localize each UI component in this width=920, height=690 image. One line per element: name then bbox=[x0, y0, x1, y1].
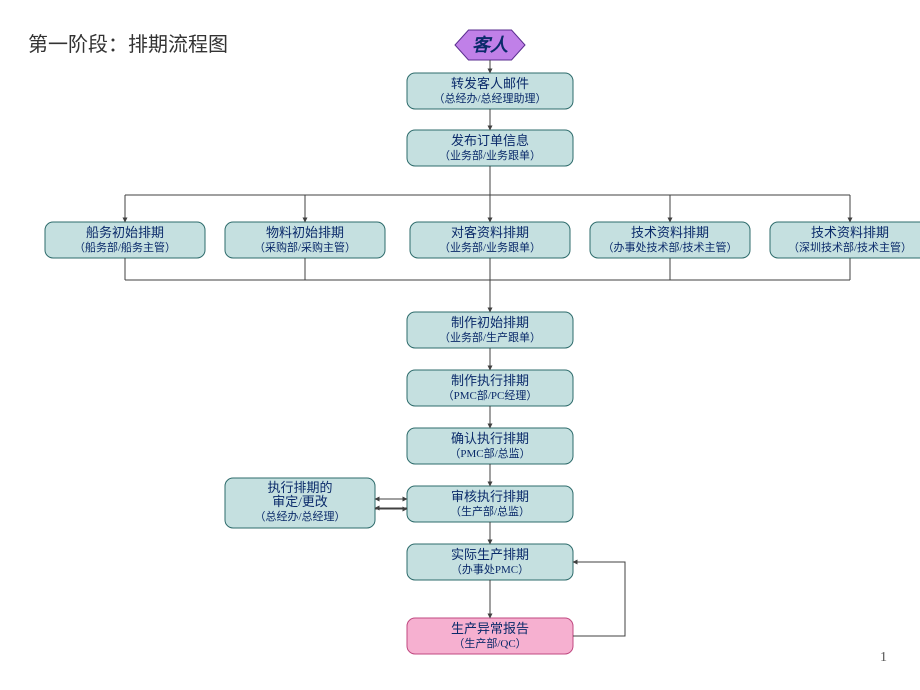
node-start: 客人 bbox=[455, 30, 525, 60]
node-n3: 制作初始排期（业务部/生产跟单） bbox=[407, 312, 573, 348]
node-n8-sub: （生产部/QC） bbox=[453, 636, 526, 650]
node-n1: 转发客人邮件（总经办/总经理助理） bbox=[407, 73, 573, 109]
node-n4-sub: （PMC部/PC经理） bbox=[443, 388, 538, 402]
node-r1: 船务初始排期（船务部/船务主管） bbox=[45, 222, 205, 258]
node-n6-title: 审核执行排期 bbox=[451, 489, 529, 504]
node-n7-sub: （办事处PMC） bbox=[451, 563, 529, 576]
node-r2: 物料初始排期（采购部/采购主管） bbox=[225, 222, 385, 258]
node-side-title: 执行排期的 bbox=[267, 480, 332, 495]
node-r4-sub: （办事处技术部/技术主管） bbox=[602, 240, 737, 254]
node-n8: 生产异常报告（生产部/QC） bbox=[407, 618, 573, 654]
node-r2-title: 物料初始排期 bbox=[266, 225, 344, 240]
node-r1-title: 船务初始排期 bbox=[86, 225, 164, 240]
node-r2-sub: （采购部/采购主管） bbox=[254, 240, 356, 254]
node-n2-title: 发布订单信息 bbox=[451, 133, 529, 148]
edge bbox=[573, 562, 625, 636]
node-n1-title: 转发客人邮件 bbox=[451, 76, 529, 91]
node-n3-sub: （业务部/生产跟单） bbox=[439, 330, 541, 344]
node-n5-sub: （PMC部/总监） bbox=[449, 446, 530, 460]
node-r3-title: 对客资料排期 bbox=[451, 225, 529, 240]
node-n2-sub: （业务部/业务跟单） bbox=[439, 148, 541, 162]
node-side-sub: （总经办/总经理） bbox=[254, 509, 345, 523]
node-n8-title: 生产异常报告 bbox=[451, 621, 529, 636]
node-side-title2: 审定/更改 bbox=[272, 494, 328, 509]
node-n6: 审核执行排期（生产部/总监） bbox=[407, 486, 573, 522]
node-n2: 发布订单信息（业务部/业务跟单） bbox=[407, 130, 573, 166]
flowchart-canvas: 客人转发客人邮件（总经办/总经理助理）发布订单信息（业务部/业务跟单）船务初始排… bbox=[0, 0, 920, 690]
node-r5: 技术资料排期（深圳技术部/技术主管） bbox=[770, 222, 920, 258]
node-n4: 制作执行排期（PMC部/PC经理） bbox=[407, 370, 573, 406]
node-n3-title: 制作初始排期 bbox=[451, 315, 529, 330]
node-n7-title: 实际生产排期 bbox=[451, 547, 529, 562]
node-r4: 技术资料排期（办事处技术部/技术主管） bbox=[590, 222, 750, 258]
node-n7: 实际生产排期（办事处PMC） bbox=[407, 544, 573, 580]
node-r3-sub: （业务部/业务跟单） bbox=[439, 240, 541, 254]
node-r1-sub: （船务部/船务主管） bbox=[74, 240, 176, 254]
node-start-title: 客人 bbox=[472, 35, 509, 55]
node-n6-sub: （生产部/总监） bbox=[450, 504, 530, 518]
node-r3: 对客资料排期（业务部/业务跟单） bbox=[410, 222, 570, 258]
node-r4-title: 技术资料排期 bbox=[631, 225, 709, 240]
node-n4-title: 制作执行排期 bbox=[451, 373, 529, 388]
node-side: 执行排期的审定/更改（总经办/总经理） bbox=[225, 478, 375, 528]
node-r5-title: 技术资料排期 bbox=[811, 225, 889, 240]
node-n1-sub: （总经办/总经理助理） bbox=[433, 91, 546, 105]
node-n5-title: 确认执行排期 bbox=[451, 431, 529, 446]
node-n5: 确认执行排期（PMC部/总监） bbox=[407, 428, 573, 464]
node-r5-sub: （深圳技术部/技术主管） bbox=[788, 240, 912, 254]
